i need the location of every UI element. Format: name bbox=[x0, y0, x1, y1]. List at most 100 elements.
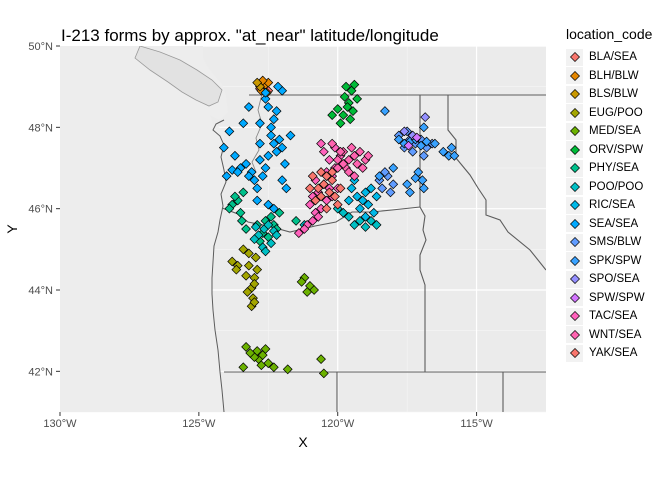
data-point bbox=[252, 264, 263, 275]
data-point bbox=[268, 203, 279, 214]
data-point bbox=[273, 81, 283, 92]
data-point bbox=[260, 246, 271, 257]
legend-key-diamond-icon bbox=[566, 67, 583, 85]
data-point bbox=[252, 183, 263, 194]
legend-item: TAC/SEA bbox=[566, 307, 670, 326]
data-point bbox=[321, 203, 332, 214]
legend-label: WNT/SEA bbox=[589, 328, 642, 341]
legend-key-diamond-icon bbox=[566, 233, 583, 251]
data-point bbox=[338, 207, 349, 218]
data-point bbox=[380, 106, 390, 116]
legend-item: POO/POO bbox=[566, 178, 670, 197]
legend-item: SPK/SPW bbox=[566, 252, 670, 271]
data-point bbox=[266, 238, 276, 249]
legend-label: SMS/BLW bbox=[589, 236, 642, 249]
data-point bbox=[321, 171, 332, 182]
data-point bbox=[227, 256, 238, 267]
data-point bbox=[230, 150, 240, 161]
legend-item: ORV/SPW bbox=[566, 141, 670, 160]
data-point bbox=[238, 362, 249, 373]
data-point bbox=[360, 211, 371, 222]
ocean-area bbox=[60, 46, 228, 412]
data-point bbox=[335, 146, 346, 157]
legend-item: YAK/SEA bbox=[566, 344, 670, 363]
data-point bbox=[374, 171, 385, 182]
data-point bbox=[230, 191, 240, 202]
data-point bbox=[352, 93, 363, 104]
data-point bbox=[339, 91, 350, 102]
data-point bbox=[349, 79, 360, 90]
data-point bbox=[266, 211, 276, 222]
data-point bbox=[360, 222, 371, 232]
data-point bbox=[399, 126, 410, 137]
data-point bbox=[420, 112, 431, 123]
data-point bbox=[357, 195, 368, 206]
data-point bbox=[332, 199, 343, 210]
data-point bbox=[338, 110, 349, 121]
data-point bbox=[255, 118, 265, 129]
data-point bbox=[277, 175, 288, 186]
data-point bbox=[345, 114, 356, 125]
data-point bbox=[355, 203, 365, 214]
legend-item: PHY/SEA bbox=[566, 159, 670, 178]
data-point bbox=[268, 138, 279, 149]
data-point bbox=[418, 183, 429, 194]
data-point bbox=[416, 140, 426, 151]
data-point bbox=[438, 146, 449, 157]
legend-label: SEA/SEA bbox=[589, 217, 639, 230]
data-point bbox=[231, 264, 242, 275]
data-point bbox=[252, 195, 263, 206]
data-point bbox=[421, 136, 432, 147]
legend-key-diamond-icon bbox=[566, 289, 583, 307]
legend-item: SPO/SEA bbox=[566, 270, 670, 289]
data-point bbox=[405, 187, 415, 198]
data-point bbox=[346, 142, 357, 153]
legend-item: WNT/SEA bbox=[566, 326, 670, 345]
data-point bbox=[224, 126, 235, 137]
legend-key-diamond-icon bbox=[566, 141, 583, 159]
data-point bbox=[335, 183, 346, 194]
legend-key-diamond-icon bbox=[566, 48, 583, 66]
data-point bbox=[255, 154, 265, 165]
data-point bbox=[263, 199, 274, 210]
legend: location_code BLA/SEA BLH/BLW BLS/BLW EUG/P… bbox=[566, 26, 670, 363]
data-point bbox=[250, 252, 261, 263]
data-point bbox=[349, 220, 360, 230]
y-axis-title: Y bbox=[4, 224, 20, 234]
data-point bbox=[332, 154, 343, 165]
legend-item: BLS/BLW bbox=[566, 85, 670, 104]
data-point bbox=[380, 167, 390, 177]
data-point bbox=[243, 248, 254, 259]
legend-item: BLA/SEA bbox=[566, 48, 670, 67]
legend-key-diamond-icon bbox=[566, 122, 583, 140]
data-point bbox=[260, 87, 271, 98]
legend-label: MED/SEA bbox=[589, 125, 641, 138]
legend-item: SEA/SEA bbox=[566, 215, 670, 234]
legend-label: SPK/SPW bbox=[589, 254, 642, 267]
data-point bbox=[430, 138, 440, 149]
data-point bbox=[255, 138, 265, 149]
data-point bbox=[371, 220, 382, 230]
data-point bbox=[343, 195, 354, 206]
data-point bbox=[446, 142, 457, 153]
data-point bbox=[238, 244, 249, 255]
legend-key-diamond-icon bbox=[566, 196, 583, 214]
data-point bbox=[232, 167, 243, 177]
legend-key-diamond-icon bbox=[566, 307, 583, 325]
legend-key-diamond-icon bbox=[566, 344, 583, 362]
data-points bbox=[218, 75, 460, 379]
x-axis-title: X bbox=[298, 434, 308, 450]
data-point bbox=[266, 122, 276, 133]
data-point bbox=[393, 134, 404, 145]
data-point bbox=[238, 187, 249, 198]
x-axis: 130°W 125°W 120°W 115°W bbox=[43, 412, 493, 430]
data-point bbox=[257, 171, 268, 182]
data-point bbox=[268, 362, 279, 373]
data-point bbox=[355, 146, 365, 157]
data-point bbox=[260, 344, 271, 354]
data-point bbox=[238, 118, 249, 129]
legend-label: BLA/SEA bbox=[589, 51, 637, 64]
data-point bbox=[280, 159, 290, 169]
data-point bbox=[330, 191, 340, 202]
legend-item: BLH/BLW bbox=[566, 67, 670, 86]
